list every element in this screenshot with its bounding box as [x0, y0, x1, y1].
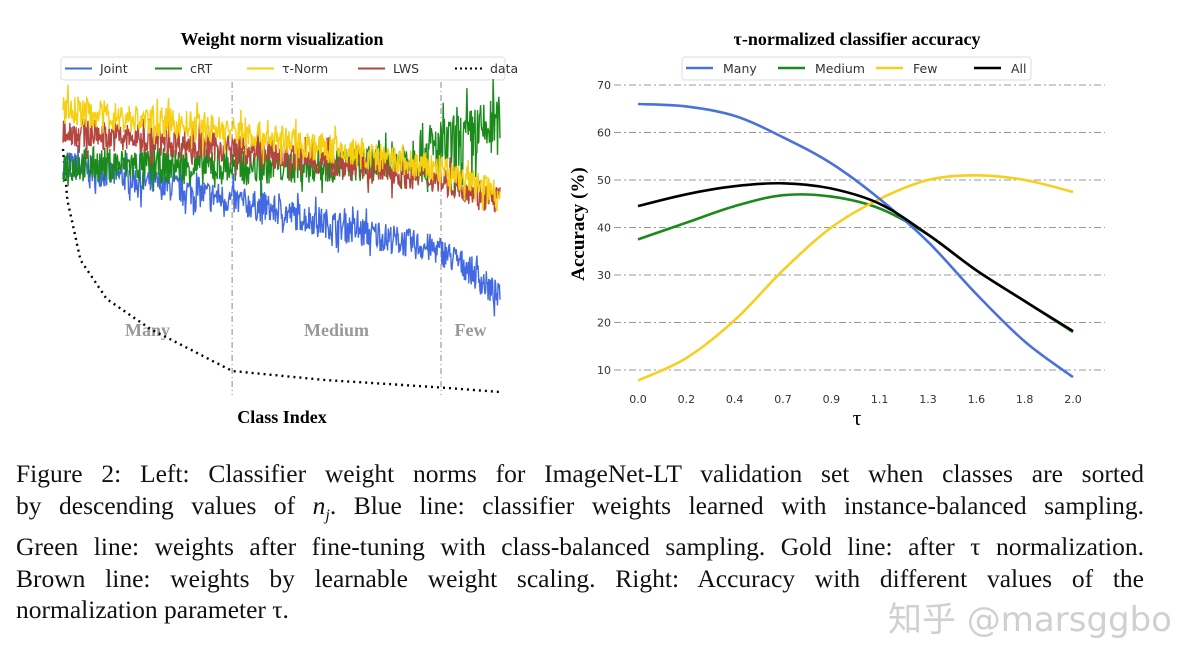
y-tick-label: 10: [597, 364, 611, 377]
legend-label: Many: [723, 61, 757, 76]
x-tick-label: 1.8: [1016, 393, 1034, 406]
left-chart-title: Weight norm visualization: [180, 29, 383, 49]
series-line-medium: [637, 193, 1074, 334]
x-tick-label: 0.2: [678, 393, 696, 406]
x-tick-label: 2.0: [1064, 393, 1082, 406]
legend-label: Few: [913, 61, 937, 76]
left-x-axis-label: Class Index: [237, 407, 327, 427]
legend-label: LWS: [393, 61, 419, 76]
series-line-many: [637, 102, 1074, 379]
y-tick-label: 30: [597, 269, 611, 282]
x-tick-label: 0.0: [629, 393, 647, 406]
region-label: Medium: [304, 320, 369, 340]
tau-accuracy-chart: τ-normalized classifier accuracy 10 20 30 4…: [568, 29, 1105, 430]
caption-line: Green line: weights after fine-tuning wi…: [16, 532, 1144, 562]
legend-label: Medium: [815, 61, 865, 76]
caption-line: Brown line: weights by learnable weight …: [16, 563, 1144, 593]
caption-line: by descending values of nj. Blue line: c…: [16, 490, 1144, 524]
region-label: Few: [455, 320, 487, 340]
x-tick-label: 1.6: [968, 393, 986, 406]
legend-label: cRT: [190, 61, 213, 76]
region-label: Many: [125, 320, 170, 340]
y-tick-label: 40: [597, 222, 611, 235]
y-tick-label: 70: [597, 79, 611, 92]
legend-label: data: [490, 61, 518, 76]
right-chart-title: τ-normalized classifier accuracy: [734, 29, 981, 49]
right-legend: [681, 56, 1032, 81]
legend-label: τ-Norm: [282, 61, 328, 76]
x-tick-label: 0.9: [823, 393, 841, 406]
right-y-axis-label: Accuracy (%): [568, 167, 589, 280]
weight-norm-chart: Weight norm visualization Joint cRT τ-Norm…: [60, 29, 518, 427]
watermark: 知乎 @marsggbo: [887, 600, 1172, 640]
left-legend: [60, 56, 506, 81]
y-tick-label: 50: [597, 174, 611, 187]
series-line-all: [637, 181, 1074, 333]
series-line-data: [61, 148, 501, 394]
series-line-Joint: [62, 145, 501, 317]
x-tick-label: 0.7: [774, 393, 792, 406]
y-tick-label: 60: [597, 127, 611, 140]
series-line-few: [637, 173, 1074, 382]
caption-line: Figure 2: Left: Classifier weight norms …: [16, 459, 1144, 488]
figure-caption: Figure 2: Left: Classifier weight norms …: [16, 458, 1144, 626]
y-tick-label: 20: [597, 317, 611, 330]
caption-line: normalization parameter τ.: [16, 595, 289, 625]
right-x-axis-label: τ: [853, 405, 862, 430]
x-tick-label: 0.4: [726, 393, 744, 406]
legend-label: All: [1011, 61, 1027, 76]
x-tick-label: 1.3: [919, 393, 937, 406]
series-line-τ-Norm: [62, 84, 501, 212]
x-tick-label: 1.1: [871, 393, 889, 406]
legend-label: Joint: [99, 61, 128, 76]
